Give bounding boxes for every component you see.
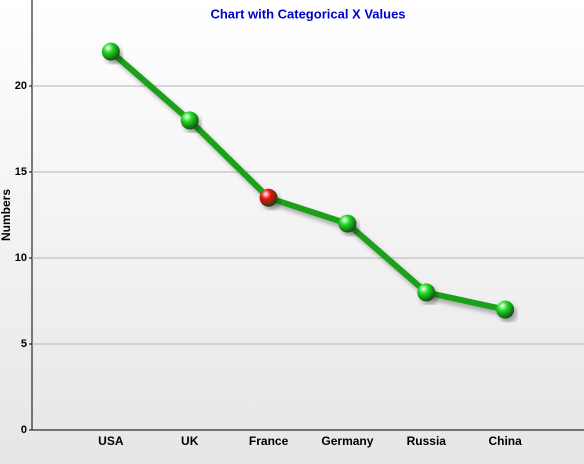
y-tick-label: 0: [21, 424, 27, 436]
data-point: [496, 300, 515, 319]
chart-title: Chart with Categorical X Values: [210, 6, 405, 21]
data-point: [259, 188, 278, 207]
x-tick-label: UK: [181, 434, 199, 448]
data-point: [417, 283, 436, 302]
y-tick-label: 20: [15, 80, 27, 92]
y-axis-label: Numbers: [0, 189, 13, 241]
y-tick-label: 10: [15, 252, 27, 264]
data-point: [101, 42, 120, 61]
data-line: [108, 49, 506, 313]
data-point: [338, 214, 357, 233]
x-tick-label: USA: [98, 434, 124, 448]
x-tick-label: France: [249, 434, 289, 448]
x-tick-label: Russia: [407, 434, 447, 448]
y-tick-label: 5: [21, 338, 27, 350]
y-tick-label: 15: [15, 166, 27, 178]
x-tick-label: China: [488, 434, 522, 448]
data-point: [180, 111, 199, 130]
x-tick-label: Germany: [321, 434, 373, 448]
